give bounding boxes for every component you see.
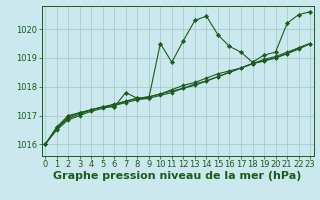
X-axis label: Graphe pression niveau de la mer (hPa): Graphe pression niveau de la mer (hPa) xyxy=(53,171,302,181)
